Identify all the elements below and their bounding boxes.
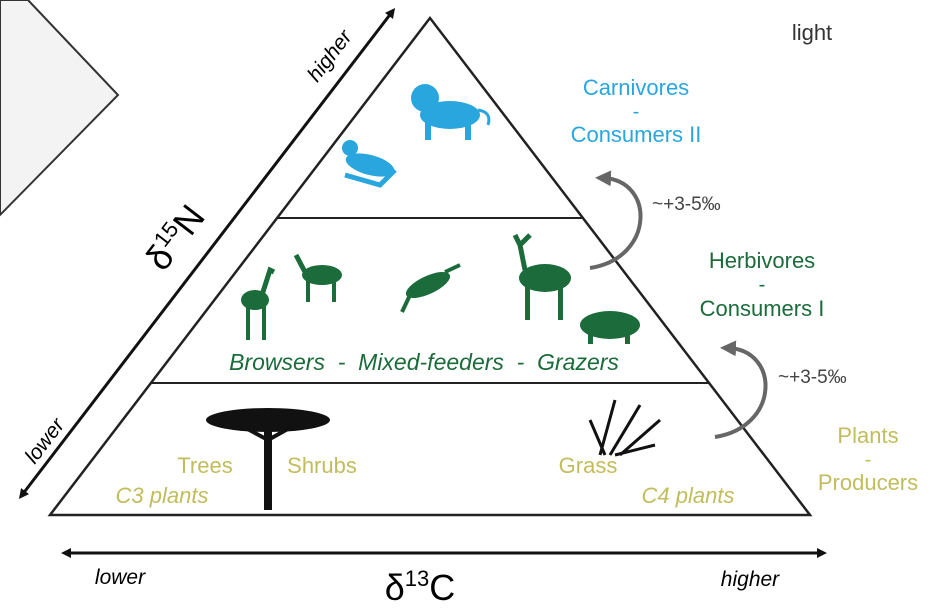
plants-dash: - bbox=[865, 449, 872, 471]
shrubs-label: Shrubs bbox=[287, 453, 357, 478]
enrichment-arrow bbox=[714, 340, 768, 439]
c3-label: C3 plants bbox=[116, 483, 209, 508]
n-axis-higher: higher bbox=[303, 25, 357, 86]
herbivores-dash: - bbox=[759, 274, 766, 296]
plants-subtitle: Producers bbox=[818, 470, 918, 495]
corner-label: light bbox=[792, 20, 832, 45]
n-axis-label: δ15N bbox=[137, 196, 213, 278]
herbivore-silhouettes bbox=[241, 233, 640, 344]
plant-silhouettes bbox=[206, 399, 661, 510]
trees-label: Trees bbox=[177, 453, 232, 478]
enrichment-label: ~+3-5‰ bbox=[778, 367, 847, 388]
c-axis-higher: higher bbox=[721, 568, 780, 591]
herbivores-title: Herbivores bbox=[709, 248, 815, 273]
c-axis-label: δ13C bbox=[385, 566, 456, 608]
element: C bbox=[429, 567, 455, 608]
feeders-label: Browsers - Mixed-feeders - Grazers bbox=[229, 349, 619, 375]
chevron bbox=[0, 0, 120, 217]
carnivores-dash: - bbox=[633, 101, 640, 123]
carnivores-subtitle: Consumers II bbox=[571, 122, 702, 147]
enrichment-label: ~+3-5‰ bbox=[652, 194, 721, 215]
grass-label: Grass bbox=[559, 453, 618, 478]
n-axis-arrow bbox=[18, 8, 396, 499]
enrichment-arrow bbox=[589, 170, 643, 270]
plants-title: Plants bbox=[837, 423, 898, 448]
carnivores-title: Carnivores bbox=[583, 75, 689, 100]
symbol: δ bbox=[385, 567, 405, 608]
herbivores-subtitle: Consumers I bbox=[700, 296, 825, 321]
carnivore-silhouettes bbox=[342, 84, 491, 188]
superscript: 13 bbox=[405, 566, 429, 591]
c-axis-lower: lower bbox=[95, 566, 146, 589]
c4-label: C4 plants bbox=[642, 483, 735, 508]
